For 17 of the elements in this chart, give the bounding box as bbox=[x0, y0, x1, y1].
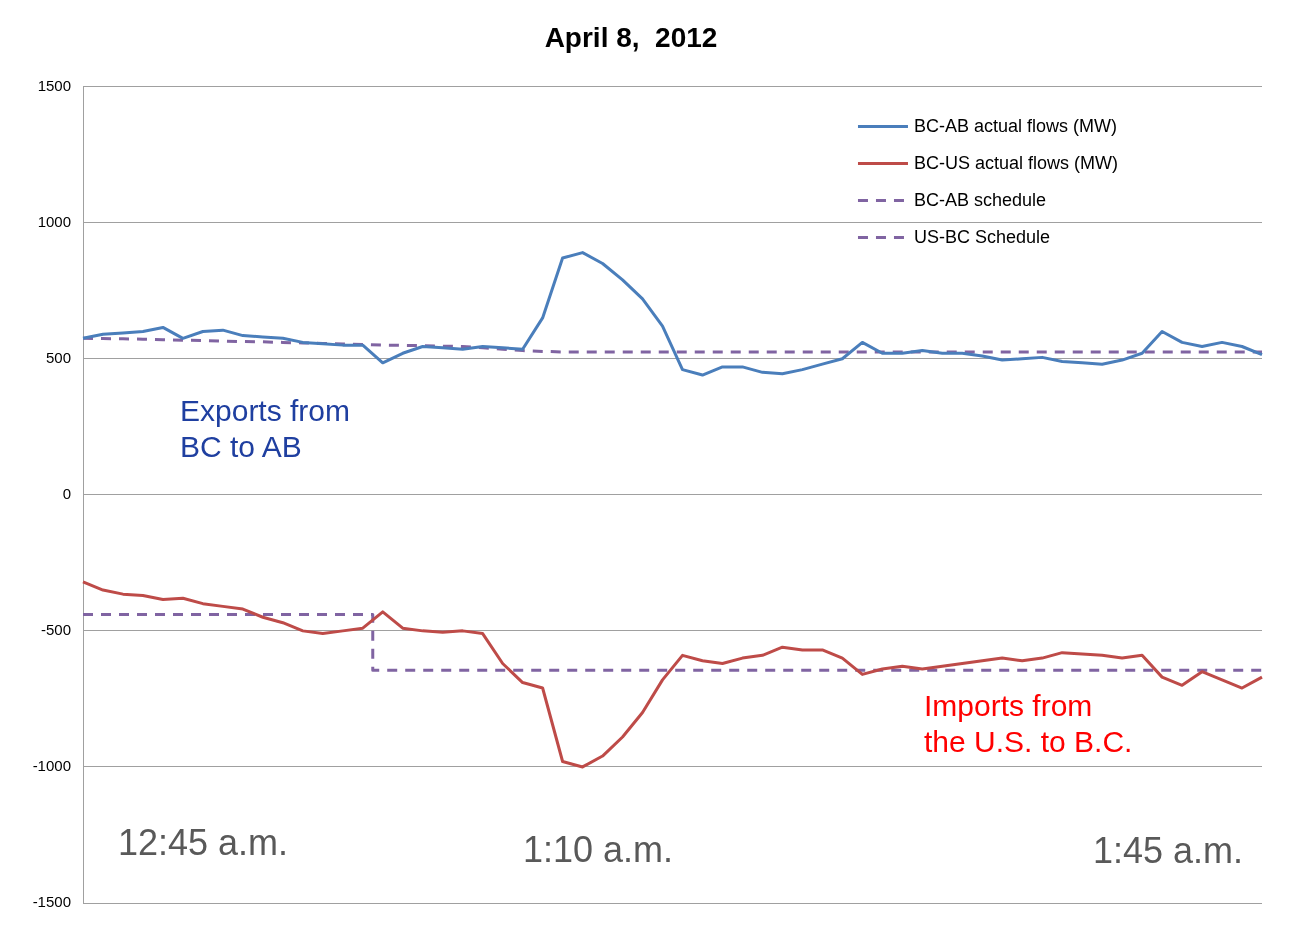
y-tick-label: 500 bbox=[45, 348, 71, 366]
legend-label: US-BC Schedule bbox=[913, 226, 1051, 247]
annotation: 1:10 a.m. bbox=[523, 828, 674, 870]
y-tick-label: 1000 bbox=[37, 212, 71, 230]
y-tick-label: -1000 bbox=[32, 757, 71, 775]
annotation: Imports from the U.S. to B.C. bbox=[924, 689, 1133, 759]
y-tick-label: -1500 bbox=[32, 893, 71, 911]
legend-label: BC-AB schedule bbox=[913, 189, 1047, 210]
y-tick-label: 0 bbox=[62, 484, 71, 502]
annotation: Exports from BC to AB bbox=[180, 394, 351, 464]
legend-label: BC-US actual flows (MW) bbox=[913, 152, 1119, 173]
y-tick-label: -500 bbox=[40, 621, 71, 639]
annotation: 12:45 a.m. bbox=[118, 821, 289, 863]
annotation: 1:45 a.m. bbox=[1093, 829, 1244, 871]
chart-title: April 8, 2012 bbox=[544, 21, 718, 53]
y-tick-label: 1500 bbox=[37, 76, 71, 94]
legend-label: BC-AB actual flows (MW) bbox=[913, 115, 1118, 136]
